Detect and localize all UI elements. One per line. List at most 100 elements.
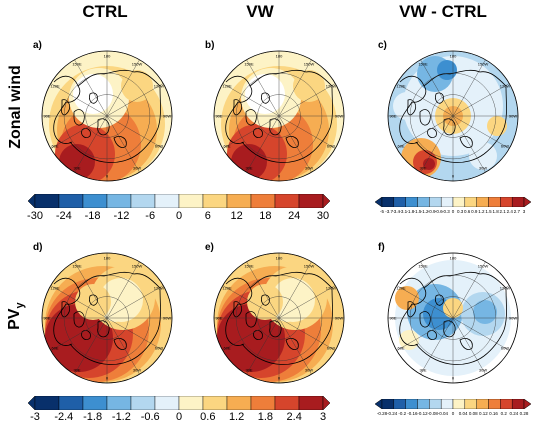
longitude-label: 60E [223,346,230,351]
longitude-label: 180 [276,54,283,59]
longitude-label: 90E [215,316,222,321]
coastline-segment [261,92,270,104]
column-heading-vw: VW [246,2,274,21]
colorbar-tick-label: -3.7 [385,209,393,214]
coastline-segment [89,294,98,306]
coastline-segment [435,294,444,306]
meridian-line [74,261,108,319]
meridian-line [452,317,486,375]
meridian-line [396,83,454,117]
meridian-line [246,261,280,319]
meridian-line [278,115,312,173]
colorbar-swatch [274,396,300,410]
polar-map-vw-pvy: 180 150E 120E 90E 60E 30E 0 30W 60W 90W 120W 150W [213,252,345,384]
longitude-label: 150E [418,62,428,67]
colorbar-min-arrow [375,197,383,207]
longitude-label: 30E [419,367,426,372]
coastline-segment [261,294,270,306]
colorbar-tick-label: 12 [230,210,243,222]
longitude-label: 30W [133,165,141,170]
colorbar-tick-label: 0 [451,411,455,416]
coastline-segment [285,136,299,148]
panel-letter-a: a) [33,40,42,51]
field-contour-blob [459,346,483,370]
colorbar-tick-label: 0.3 [456,209,464,214]
colorbar-swatch [429,197,442,207]
field-contour-blob [121,70,153,102]
colorbar-swatch [500,399,513,409]
longitude-label: 120E [222,84,232,89]
colorbar-min-arrow [375,399,383,409]
row-label-pv-subscript: y [14,302,27,309]
colorbar-swatch [440,399,454,409]
meridian-line [222,285,280,319]
meridian-line [74,59,108,117]
colorbar-pvy-ticks: -3 -2.4 -1.8 -1.2 -0.6 0 0.6 1.2 1.8 2.4 3 [28,411,330,425]
colorbar-swatch [464,399,477,409]
longitude-label: 180 [104,54,111,59]
coastline-segment [443,320,456,338]
colorbar-swatch [58,396,84,410]
meridian-line [452,59,486,117]
colorbar-tick-label: -3.4 [392,209,401,214]
colorbar-tick-label: -0.04 [437,411,448,416]
longitude-label: 30E [245,367,252,372]
colorbar-zonal-wind-diff-ticks: -5 -3.7 -3.4 -3.1 -1.8 -1.5 -1.2 -0.9 -0.6 -0.3 0 0… [375,209,531,217]
field-contour-blob [245,74,285,114]
colorbar-swatch [405,399,418,409]
coastline-segment [245,109,257,126]
longitude-label: 180 [450,256,457,261]
colorbar-tick-label: 0.6 [200,411,216,423]
map-boundary [387,252,519,384]
meridian-line [74,317,108,375]
longitude-label: 0 [452,376,455,381]
meridian-line [246,59,280,117]
longitude-label: 0 [278,174,281,179]
meridian-line [50,285,108,319]
coastline-segment [69,141,139,163]
meridian-line [396,317,454,351]
longitude-label: 120W [500,286,511,291]
colorbar-max-arrow [523,399,531,409]
meridian-line [278,115,336,149]
colorbar-tick-label: -5 [379,209,384,214]
longitude-label: 30W [305,165,313,170]
meridian-line [278,317,312,375]
longitude-label: 30W [479,165,487,170]
longitude-label: 150E [418,264,428,269]
longitude-label: 90W [163,316,171,321]
colorbar-pvy-diff-ticks: -0.28 -0.24 -0.2 -0.16 -0.12 -0.08 -0.04 0 0.04 0… [375,411,531,419]
colorbar-tick-label: 0.28 [519,411,529,416]
colorbar-tick-label: 1.2 [478,209,485,214]
longitude-label: 150W [304,264,315,269]
colorbar-swatch [500,197,513,207]
meridian-line [452,115,486,173]
longitude-label: 90E [43,114,50,119]
column-heading-ctrl: CTRL [82,2,128,21]
colorbar-tick-label: -0.12 [417,411,428,416]
coastline-segment [137,85,161,155]
colorbar-tick-label: -1.8 [406,209,415,214]
colorbar-min-arrow [28,194,36,208]
coastline-segment [113,338,127,350]
colorbar-tick-label: -1.2 [111,411,131,423]
longitude-label: 120E [396,84,406,89]
meridian-line [420,317,454,375]
longitude-label: 60E [397,144,404,149]
coastline-segment [241,141,311,163]
meridian-line [106,115,164,149]
coastline-segment [245,311,257,328]
colorbar-tick-label: 30 [316,210,330,222]
colorbar-tick-label: -24 [55,210,72,222]
meridian-line [278,83,336,117]
colorbar-tick-label: -0.24 [387,411,398,416]
coastline-segment [73,311,85,328]
colorbar-tick-label: -2.4 [54,411,74,423]
coastline-segment [241,343,311,365]
colorbar-swatch [429,399,442,409]
panel-letter-b: b) [205,40,215,51]
colorbar-tick-label: -1.5 [413,209,422,214]
meridian-line [278,261,312,319]
colorbar-swatch [82,396,108,410]
meridian-line [278,59,312,117]
